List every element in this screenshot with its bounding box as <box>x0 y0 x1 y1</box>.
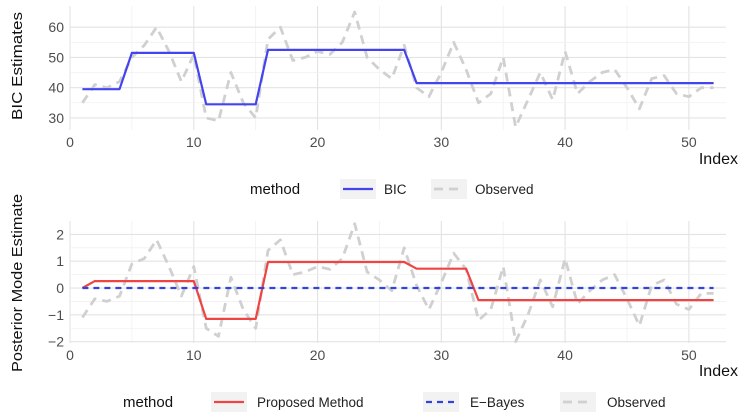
x-tick-label: 10 <box>186 347 202 363</box>
legend-title: method <box>123 394 173 411</box>
x-tick-label: 0 <box>66 347 74 363</box>
legend-entry-label: Proposed Method <box>257 395 364 410</box>
x-tick-label: 40 <box>557 347 573 363</box>
y-tick-label: 1 <box>56 253 64 269</box>
x-axis-label: Index <box>699 151 738 168</box>
series-line-observed <box>81 10 714 129</box>
y-tick-label: 50 <box>48 49 64 65</box>
legend-entry-label: BIC <box>384 182 407 197</box>
y-tick-label: −2 <box>48 334 64 350</box>
x-tick-label: 50 <box>681 134 697 150</box>
y-tick-label: 30 <box>48 110 64 126</box>
legend-entry-label: Observed <box>475 182 534 197</box>
legend: method BIC Observed <box>250 179 534 199</box>
x-tick-label: 10 <box>186 134 202 150</box>
legend-title: method <box>250 181 300 198</box>
x-tick-label: 30 <box>434 347 450 363</box>
y-tick-label: −1 <box>48 307 64 323</box>
y-tick-label: 40 <box>48 80 64 96</box>
chart-panel-2: 0 10 20 30 40 50 −2 −1 0 1 2 Index Posterior Mode Es… <box>9 194 738 412</box>
y-axis-label: Posterior Mode Estimate <box>9 194 26 372</box>
x-tick-label: 50 <box>681 347 697 363</box>
x-tick-label: 0 <box>66 134 74 150</box>
chart-panel-1: 0 10 20 30 40 50 30 40 50 60 Index BIC Estimates met… <box>9 6 738 199</box>
legend-entry-label: E−Bayes <box>470 395 525 410</box>
legend: method Proposed Method E−Bayes Observed <box>123 392 666 412</box>
series-line-observed <box>81 222 714 344</box>
legend-entry-label: Observed <box>607 395 666 410</box>
x-tick-label: 20 <box>310 134 326 150</box>
series-line-bic <box>82 48 714 106</box>
x-axis-label: Index <box>699 363 738 380</box>
y-axis-label: BIC Estimates <box>9 12 26 120</box>
x-tick-label: 40 <box>557 134 573 150</box>
series-line-proposed-method <box>81 260 714 320</box>
grid <box>69 6 726 130</box>
y-tick-label: 0 <box>56 280 64 296</box>
x-tick-label: 20 <box>310 347 326 363</box>
y-tick-label: 2 <box>56 226 64 242</box>
x-tick-label: 30 <box>434 134 450 150</box>
y-tick-label: 60 <box>48 19 64 35</box>
